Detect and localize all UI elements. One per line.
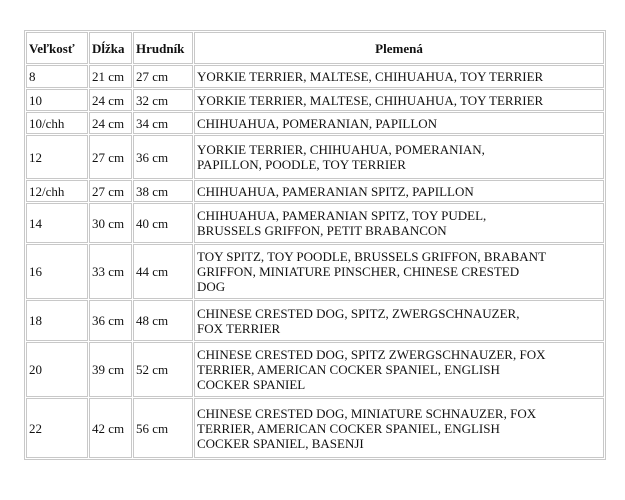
breeds-line: CHINESE CRESTED DOG, SPITZ ZWERGSCHNAUZE… <box>197 347 546 362</box>
breeds-line: YORKIE TERRIER, CHIHUAHUA, POMERANIAN, <box>197 142 485 157</box>
chest-cell: 38 cm <box>133 180 193 202</box>
table-row: 14 30 cm 40 cm CHIHUAHUA, PAMERANIAN SPITZ,… <box>26 203 604 243</box>
table-row: 18 36 cm 48 cm CHINESE CRESTED DOG, SPITZ, … <box>26 300 604 341</box>
size-cell: 18 <box>26 300 88 341</box>
breeds-line: BRUSSELS GRIFFON, PETIT BRABANCON <box>197 223 447 238</box>
breeds-cell: CHIHUAHUA, POMERANIAN, PAPILLON <box>194 112 604 134</box>
breeds-line: CHIHUAHUA, PAMERANIAN SPITZ, TOY PUDEL, <box>197 208 487 223</box>
chest-cell: 40 cm <box>133 203 193 243</box>
length-cell: 21 cm <box>89 65 132 88</box>
breeds-line: TERRIER, AMERICAN COCKER SPANIEL, ENGLIS… <box>197 420 500 436</box>
size-cell: 10/chh <box>26 112 88 134</box>
breeds-cell: CHIHUAHUA, PAMERANIAN SPITZ, PAPILLON <box>194 180 604 202</box>
table-row: 10 24 cm 32 cm YORKIE TERRIER, MALTESE, CHI… <box>26 89 604 111</box>
size-cell: 20 <box>26 342 88 397</box>
size-cell: 12/chh <box>26 180 88 202</box>
chest-cell: 52 cm <box>133 342 193 397</box>
length-cell: 33 cm <box>89 244 132 299</box>
breeds-cell: TOY SPITZ, TOY POODLE, BRUSSELS GRIFFON,… <box>194 244 604 299</box>
chest-cell: 56 cm <box>133 398 193 458</box>
breeds-line: DOG <box>197 279 226 294</box>
chest-cell: 27 cm <box>133 65 193 88</box>
length-cell: 27 cm <box>89 135 132 179</box>
chest-cell: 44 cm <box>133 244 193 299</box>
chest-cell: 36 cm <box>133 135 193 179</box>
size-cell: 10 <box>26 89 88 111</box>
size-cell: 22 <box>26 398 88 458</box>
breeds-cell: YORKIE TERRIER, CHIHUAHUA, POMERANIAN, PA… <box>194 135 604 179</box>
breeds-cell: CHINESE CRESTED DOG, SPITZ, ZWERGSCHNAUZ… <box>194 300 604 341</box>
chest-cell: 32 cm <box>133 89 193 111</box>
breeds-cell: CHIHUAHUA, PAMERANIAN SPITZ, TOY PUDEL, B… <box>194 203 604 243</box>
length-cell: 24 cm <box>89 112 132 134</box>
table-row: 12 27 cm 36 cm YORKIE TERRIER, CHIHUAHUA, P… <box>26 135 604 179</box>
breeds-cell: YORKIE TERRIER, MALTESE, CHIHUAHUA, TOY … <box>194 89 604 111</box>
table-row: 12/chh 27 cm 38 cm CHIHUAHUA, PAMERANIAN SP… <box>26 180 604 202</box>
breeds-cell: CHINESE CRESTED DOG, MINIATURE SCHNAUZER… <box>194 398 604 458</box>
table-row: 20 39 cm 52 cm CHINESE CRESTED DOG, SPITZ Z… <box>26 342 604 397</box>
breeds-line: FOX TERRIER <box>197 320 281 336</box>
length-cell: 39 cm <box>89 342 132 397</box>
breeds-line: PAPILLON, POODLE, TOY TERRIER <box>197 157 406 172</box>
breeds-line: COCKER SPANIEL, BASENJI <box>197 435 364 451</box>
table-row: 8 21 cm 27 cm YORKIE TERRIER, MALTESE, CHIH… <box>26 65 604 88</box>
length-cell: 42 cm <box>89 398 132 458</box>
size-cell: 12 <box>26 135 88 179</box>
breeds-cell: CHINESE CRESTED DOG, SPITZ ZWERGSCHNAUZE… <box>194 342 604 397</box>
length-cell: 30 cm <box>89 203 132 243</box>
size-cell: 14 <box>26 203 88 243</box>
breeds-line: COCKER SPANIEL <box>197 377 306 392</box>
size-table: Veľkosť Dĺžka Hrudník Plemená 8 21 cm 27 c… <box>24 30 606 460</box>
breeds-cell: YORKIE TERRIER, MALTESE, CHIHUAHUA, TOY … <box>194 65 604 88</box>
length-cell: 24 cm <box>89 89 132 111</box>
breeds-line: CHIHUAHUA, POMERANIAN, PAPILLON <box>197 115 438 131</box>
header-size: Veľkosť <box>26 32 88 64</box>
breeds-line: CHIHUAHUA, PAMERANIAN SPITZ, PAPILLON <box>197 183 474 199</box>
header-chest: Hrudník <box>133 32 193 64</box>
breeds-line: YORKIE TERRIER, MALTESE, CHIHUAHUA, TOY … <box>197 92 544 108</box>
size-cell: 16 <box>26 244 88 299</box>
header-breeds: Plemená <box>194 32 604 64</box>
length-cell: 27 cm <box>89 180 132 202</box>
chest-cell: 34 cm <box>133 112 193 134</box>
breeds-line: CHINESE CRESTED DOG, MINIATURE SCHNAUZER… <box>197 405 537 421</box>
breeds-line: YORKIE TERRIER, MALTESE, CHIHUAHUA, TOY … <box>197 69 544 84</box>
breeds-line: CHINESE CRESTED DOG, SPITZ, ZWERGSCHNAUZ… <box>197 305 520 321</box>
table-body: 8 21 cm 27 cm YORKIE TERRIER, MALTESE, CHIH… <box>26 65 604 458</box>
length-cell: 36 cm <box>89 300 132 341</box>
breeds-line: TOY SPITZ, TOY POODLE, BRUSSELS GRIFFON,… <box>197 249 547 264</box>
breeds-line: TERRIER, AMERICAN COCKER SPANIEL, ENGLIS… <box>197 362 500 377</box>
breeds-line: GRIFFON, MINIATURE PINSCHER, CHINESE CRE… <box>197 264 520 279</box>
size-cell: 8 <box>26 65 88 88</box>
header-row: Veľkosť Dĺžka Hrudník Plemená <box>26 32 604 64</box>
table-row: 10/chh 24 cm 34 cm CHIHUAHUA, POMERANIAN, P… <box>26 112 604 134</box>
table-row: 16 33 cm 44 cm TOY SPITZ, TOY POODLE, BRUSS… <box>26 244 604 299</box>
header-length: Dĺžka <box>89 32 132 64</box>
table-row: 22 42 cm 56 cm CHINESE CRESTED DOG, MINIATU… <box>26 398 604 458</box>
chest-cell: 48 cm <box>133 300 193 341</box>
